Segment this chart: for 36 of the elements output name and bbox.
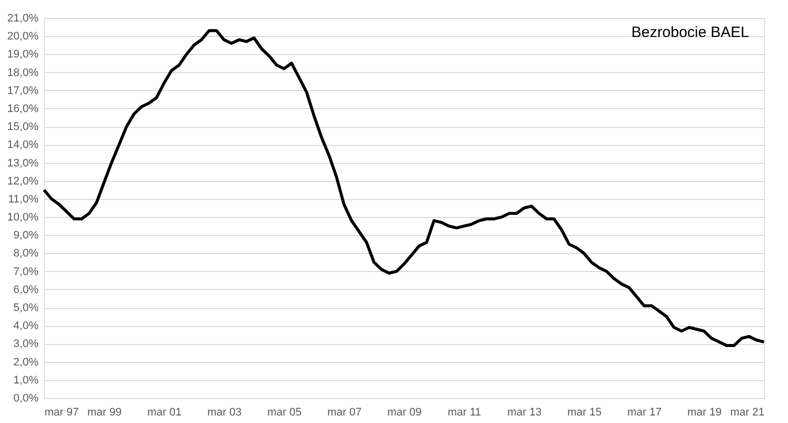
x-tick-label: mar 13 [507,406,542,418]
x-tick-label: mar 99 [87,406,122,418]
x-tick-label: mar 97 [44,406,79,418]
y-tick-label: 19,0% [7,48,39,61]
y-tick-label: 9,0% [13,230,39,242]
y-tick-label: 20,0% [7,30,39,43]
x-tick-label: mar 01 [147,406,182,418]
y-tick-label: 17,0% [7,84,39,97]
y-tick-label: 14,0% [7,139,39,152]
y-tick-label: 5,0% [13,302,39,314]
y-tick-label: 8,0% [13,248,39,260]
y-tick-label: 21,0% [7,12,39,24]
y-tick-label: 0,0% [13,392,39,404]
chart-title: Bezrobocie BAEL [631,24,749,41]
x-tick-label: mar 07 [327,406,362,418]
x-tick-label: mar 09 [387,406,422,418]
y-tick-label: 18,0% [7,66,39,79]
y-tick-label: 7,0% [13,266,39,278]
x-tick-label: mar 17 [627,406,662,418]
x-tick-label: mar 21 [730,406,764,418]
x-tick-label: mar 05 [267,406,302,418]
x-tick-label: mar 19 [687,406,722,418]
y-tick-label: 1,0% [13,374,39,386]
y-tick-label: 11,0% [8,193,39,206]
y-tick-label: 13,0% [7,157,39,170]
x-tick-label: mar 03 [207,406,242,418]
y-tick-label: 2,0% [13,356,39,368]
y-tick-label: 16,0% [7,102,39,115]
y-tick-label: 4,0% [13,320,39,332]
y-tick-label: 10,0% [7,212,39,224]
y-tick-label: 3,0% [13,338,39,350]
y-tick-label: 12,0% [7,175,39,188]
x-tick-label: mar 11 [448,406,482,418]
y-tick-label: 15,0% [7,121,39,134]
x-tick-label: mar 15 [567,406,602,418]
y-tick-label: 6,0% [13,284,39,296]
